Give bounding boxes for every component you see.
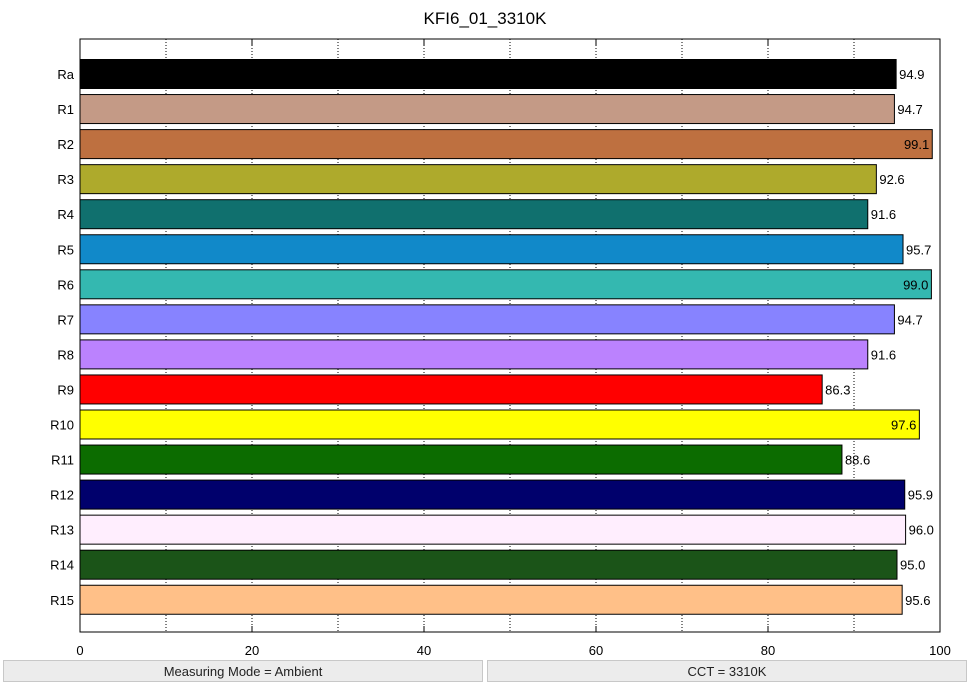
value-labels: 94.9 94.7 99.1 92.6 91.6 95.7 99.0 94.7 91.6 86.3… — [825, 67, 934, 608]
chart-title: KFI6_01_3310K — [424, 9, 548, 28]
value-label: 91.6 — [871, 207, 896, 222]
value-label: 94.7 — [897, 102, 922, 117]
category-label: Ra — [57, 67, 74, 82]
bar-r9 — [79, 374, 823, 405]
bar-r7 — [79, 304, 895, 335]
value-label: 95.9 — [908, 488, 933, 503]
x-tick-label: 0 — [76, 643, 83, 658]
category-label: R7 — [57, 312, 74, 327]
category-label: R15 — [50, 593, 74, 608]
category-label: R1 — [57, 102, 74, 117]
category-label: R9 — [57, 382, 74, 397]
category-label: R11 — [51, 453, 74, 468]
value-label: 91.6 — [871, 347, 896, 362]
bars — [79, 59, 933, 615]
value-label: 95.0 — [900, 558, 925, 573]
x-tick-label: 40 — [417, 643, 431, 658]
bar-ra — [79, 59, 897, 89]
value-label: 94.7 — [897, 312, 922, 327]
category-label: R5 — [57, 242, 74, 257]
bar-r3 — [79, 164, 877, 195]
value-label: 99.0 — [903, 277, 928, 292]
value-label: 88.6 — [845, 453, 870, 468]
bar-r15 — [79, 584, 903, 615]
category-label: R8 — [57, 347, 74, 362]
value-label: 86.3 — [825, 382, 850, 397]
value-label: 96.0 — [909, 523, 934, 538]
cri-bar-chart: KFI6_01_3310K Ra R1 R2 R3 R4 R5 R6 R7 R8 R9 R10 R11… — [50, 9, 951, 658]
category-label: R14 — [50, 558, 74, 573]
category-labels: Ra R1 R2 R3 R4 R5 R6 R7 R8 R9 R10 R11 R12 R13 R14 R15 — [50, 67, 75, 608]
bar-r8 — [79, 339, 869, 370]
value-label: 94.9 — [899, 67, 924, 82]
bar-r12 — [79, 479, 906, 510]
bar-r1 — [79, 94, 895, 125]
category-label: R10 — [50, 418, 74, 433]
cct-status: CCT = 3310K — [487, 660, 967, 682]
category-label: R4 — [57, 207, 74, 222]
value-label: 99.1 — [904, 137, 929, 152]
x-tick-label: 80 — [761, 643, 775, 658]
x-axis-ticks: 0 20 40 60 80 100 — [76, 39, 951, 658]
bar-r4 — [79, 199, 869, 230]
bar-r14 — [79, 549, 898, 580]
measuring-mode-status: Measuring Mode = Ambient — [3, 660, 483, 682]
value-label: 95.7 — [906, 242, 931, 257]
bar-r6 — [79, 269, 932, 300]
category-label: R12 — [50, 488, 74, 503]
x-tick-label: 60 — [589, 643, 603, 658]
bar-r13 — [79, 514, 907, 545]
value-label: 97.6 — [891, 418, 916, 433]
bar-r2 — [79, 129, 933, 160]
bar-r5 — [79, 234, 904, 265]
x-tick-label: 100 — [929, 643, 951, 658]
bar-r11 — [79, 444, 843, 475]
category-label: R6 — [57, 277, 74, 292]
bar-r10 — [79, 409, 920, 440]
value-label: 95.6 — [905, 593, 930, 608]
x-tick-label: 20 — [245, 643, 259, 658]
category-label: R13 — [50, 523, 74, 538]
category-label: R2 — [57, 137, 74, 152]
category-label: R3 — [57, 172, 74, 187]
value-label: 92.6 — [879, 172, 904, 187]
